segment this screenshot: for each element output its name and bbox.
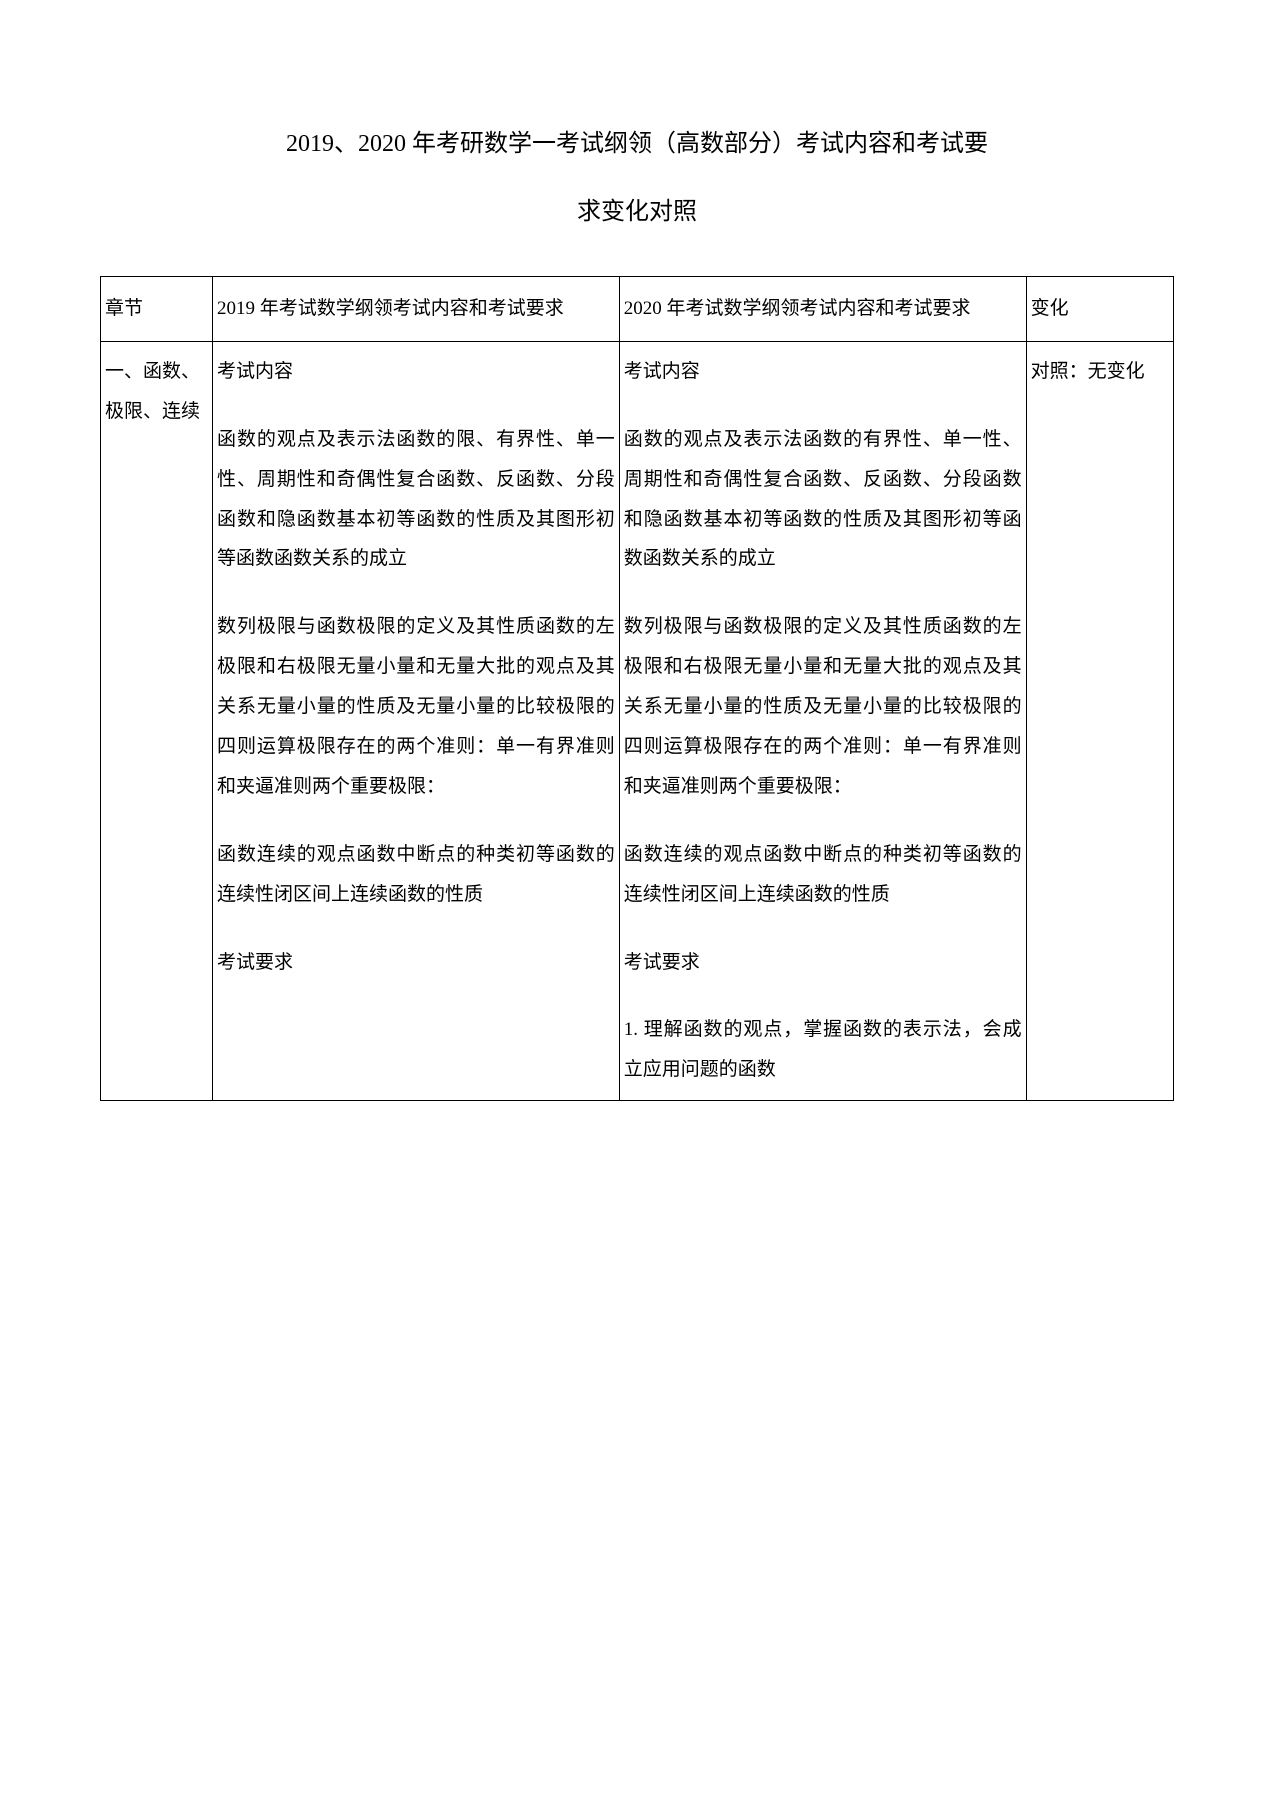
title-line-2: 求变化对照 (100, 188, 1174, 236)
content-para: 数列极限与函数极限的定义及其性质函数的左极限和右极限无量小量和无量大批的观点及其… (624, 607, 1022, 806)
header-col2: 2019 年考试数学纲领考试内容和考试要求 (213, 277, 620, 342)
comparison-table: 章节 2019 年考试数学纲领考试内容和考试要求 2020 年考试数学纲领考试内… (100, 276, 1174, 1101)
section-heading: 考试内容 (217, 352, 615, 392)
header-col1: 章节 (101, 277, 213, 342)
content-para: 函数连续的观点函数中断点的种类初等函数的连续性闭区间上连续函数的性质 (624, 835, 1022, 915)
section-heading: 考试内容 (624, 352, 1022, 392)
section-heading: 考试要求 (217, 943, 615, 983)
page-title: 2019、2020 年考研数学一考试纲领（高数部分）考试内容和考试要 求变化对照 (100, 120, 1174, 236)
section-heading: 考试要求 (624, 943, 1022, 983)
content-2020-cell: 考试内容 函数的观点及表示法函数的有界性、单一性、周期性和奇偶性复合函数、反函数… (619, 341, 1026, 1100)
change-label: 对照： (1031, 361, 1088, 382)
content-2019-cell: 考试内容 函数的观点及表示法函数的限、有界性、单一性、周期性和奇偶性复合函数、反… (213, 341, 620, 1100)
title-line-1: 2019、2020 年考研数学一考试纲领（高数部分）考试内容和考试要 (100, 120, 1174, 168)
change-value: 无变化 (1088, 361, 1145, 382)
header-col4: 变化 (1026, 277, 1173, 342)
header-col3: 2020 年考试数学纲领考试内容和考试要求 (619, 277, 1026, 342)
table-row: 一、函数、极限、连续 考试内容 函数的观点及表示法函数的限、有界性、单一性、周期… (101, 341, 1174, 1100)
content-para: 函数的观点及表示法函数的有界性、单一性、周期性和奇偶性复合函数、反函数、分段函数… (624, 420, 1022, 580)
content-para: 数列极限与函数极限的定义及其性质函数的左极限和右极限无量小量和无量大批的观点及其… (217, 607, 615, 806)
table-header-row: 章节 2019 年考试数学纲领考试内容和考试要求 2020 年考试数学纲领考试内… (101, 277, 1174, 342)
content-para: 1. 理解函数的观点，掌握函数的表示法，会成立应用问题的函数 (624, 1010, 1022, 1090)
chapter-cell: 一、函数、极限、连续 (101, 341, 213, 1100)
content-para: 函数连续的观点函数中断点的种类初等函数的连续性闭区间上连续函数的性质 (217, 835, 615, 915)
content-para: 函数的观点及表示法函数的限、有界性、单一性、周期性和奇偶性复合函数、反函数、分段… (217, 420, 615, 580)
change-cell: 对照：无变化 (1026, 341, 1173, 1100)
